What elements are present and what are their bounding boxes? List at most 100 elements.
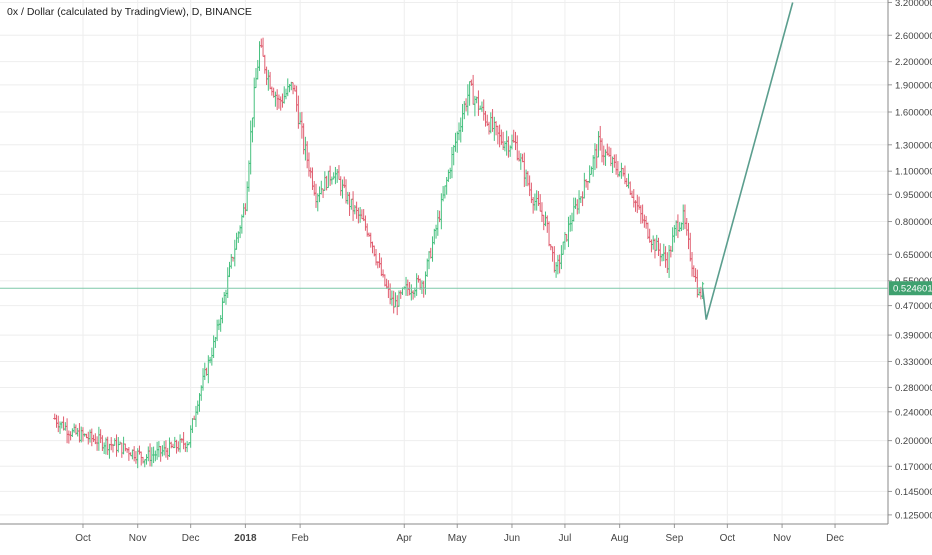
ohlc-bar (129, 452, 133, 457)
ohlc-bar (420, 280, 424, 294)
ohlc-bar (586, 180, 590, 190)
ohlc-bar (132, 446, 136, 462)
ohlc-bar (595, 144, 599, 169)
ohlc-bar (141, 456, 145, 464)
grid-layer (0, 0, 888, 524)
ohlc-bar (107, 443, 111, 459)
ohlc-bar (496, 125, 500, 145)
ohlc-bar (164, 440, 168, 458)
ohlc-bar (194, 405, 198, 427)
ohlc-bar (593, 143, 597, 171)
ohlc-bar (489, 112, 493, 134)
ohlc-bar (332, 172, 336, 180)
ohlc-bar (337, 165, 341, 180)
y-tick-label: 1.100000 (895, 167, 932, 178)
ohlc-bar (612, 154, 616, 168)
ohlc-bar (344, 179, 348, 204)
ohlc-bar (515, 135, 519, 161)
ohlc-bar (651, 235, 655, 250)
ohlc-bar (434, 224, 438, 239)
projection-line[interactable] (701, 2, 794, 320)
y-tick-label: 0.470000 (895, 301, 932, 312)
ohlc-bar (222, 292, 226, 303)
ohlc-bar (139, 451, 143, 466)
ohlc-bar (559, 245, 563, 270)
ohlc-bar (342, 176, 346, 189)
projection-layer (0, 2, 888, 320)
ohlc-bar (328, 165, 332, 186)
y-tick-label: 0.280000 (895, 383, 932, 394)
x-tick-label: Jul (559, 533, 572, 544)
ohlc-bar (436, 210, 440, 236)
ohlc-bar (482, 99, 486, 121)
ohlc-bar (432, 228, 436, 245)
ohlc-bar (282, 86, 286, 104)
ohlc-bar (399, 290, 403, 299)
ohlc-bar (378, 252, 382, 268)
ohlc-bar (448, 167, 452, 180)
ohlc-bar (155, 441, 159, 460)
ohlc-bar (685, 217, 689, 236)
ohlc-bar (438, 210, 442, 223)
y-tick-label: 0.650000 (895, 250, 932, 261)
ohlc-bar (263, 54, 267, 74)
ohlc-bar (662, 243, 666, 262)
ohlc-bar (664, 246, 668, 268)
ohlc-bar (538, 194, 542, 212)
ohlc-bar (123, 443, 127, 452)
ohlc-bar (646, 222, 650, 240)
ohlc-bar (678, 222, 682, 232)
ohlc-bar (196, 400, 200, 415)
ohlc-bar (166, 447, 170, 460)
ohlc-bar (176, 441, 180, 452)
ohlc-bar (86, 431, 90, 445)
ohlc-bar (655, 234, 659, 251)
y-tick-label: 0.145000 (895, 487, 932, 498)
ohlc-bar (206, 355, 210, 384)
ohlc-bar (413, 287, 417, 298)
ohlc-bar (189, 425, 193, 448)
ohlc-bar (220, 297, 224, 324)
ohlc-bar (113, 438, 117, 446)
ohlc-bar (443, 185, 447, 199)
ohlc-bar (466, 84, 470, 116)
y-tick-label: 1.300000 (895, 140, 932, 151)
y-tick-label: 1.900000 (895, 80, 932, 91)
ohlc-bar (56, 415, 60, 433)
ohlc-bar (549, 244, 553, 251)
ohlc-bar (190, 418, 194, 433)
last-price-label: 0.524601 (893, 284, 932, 295)
ohlc-bar (72, 423, 76, 433)
ohlc-bar (445, 177, 449, 195)
ohlc-bar (349, 198, 353, 210)
ohlc-bar (178, 434, 182, 453)
ohlc-bar (531, 197, 535, 214)
ohlc-bar (303, 136, 307, 161)
ohlc-bar (265, 66, 269, 86)
ohlc-bar (360, 209, 364, 220)
ohlc-bar (97, 426, 101, 451)
ohlc-bar (648, 228, 652, 243)
ohlc-bar (76, 427, 80, 437)
ohlc-bar (577, 190, 581, 214)
ohlc-bar (169, 441, 173, 449)
ohlc-bar (425, 258, 429, 277)
y-tick-label: 0.330000 (895, 357, 932, 368)
ohlc-bar (333, 166, 337, 185)
ohlc-bar (552, 246, 556, 273)
x-tick-label: Oct (720, 533, 736, 544)
ohlc-bar (600, 138, 604, 163)
y-tick-label: 0.800000 (895, 217, 932, 228)
ohlc-bar (688, 232, 692, 262)
ohlc-bar (314, 183, 318, 208)
y-tick-label: 2.600000 (895, 31, 932, 42)
ohlc-bar (240, 214, 244, 234)
ohlc-bar (388, 283, 392, 305)
y-tick-label: 1.600000 (895, 107, 932, 118)
ohlc-bar (505, 130, 509, 156)
ohlc-bar (249, 120, 253, 175)
ohlc-bar (215, 319, 219, 342)
